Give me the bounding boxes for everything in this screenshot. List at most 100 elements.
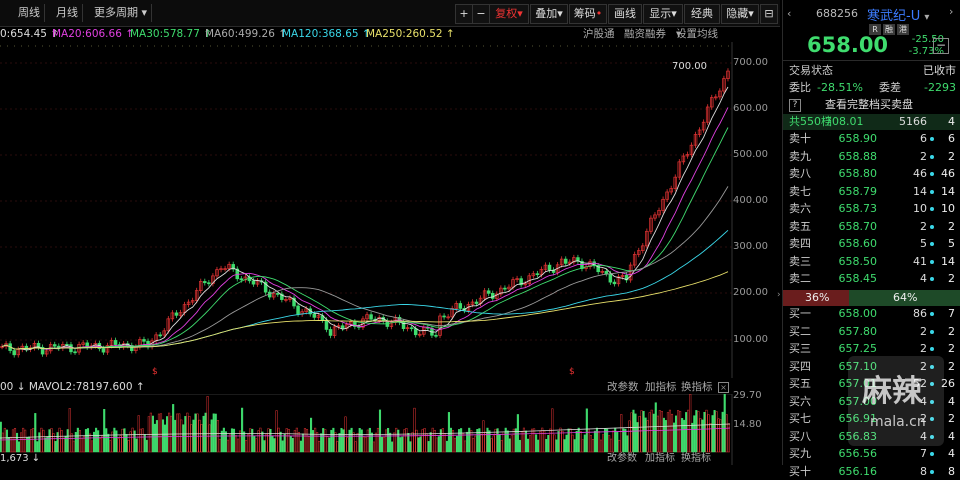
volume-bar xyxy=(48,429,51,453)
ma20-value: MA20:606.66 ↑ xyxy=(52,28,135,40)
sell-level-row[interactable]: 卖三 658.50 41 14 xyxy=(783,254,960,270)
sell-level-row[interactable]: 卖六 658.73 10 10 xyxy=(783,201,960,217)
hk-connect-link[interactable]: 沪股通 xyxy=(583,28,615,40)
volume-bar xyxy=(303,428,307,453)
buy-level-row[interactable]: 买一 658.00 86 7 xyxy=(783,306,960,322)
sell-level-row[interactable]: 卖九 658.88 2 2 xyxy=(783,149,960,165)
ind-edit-params[interactable]: 改参数 xyxy=(607,453,637,464)
candle-body xyxy=(714,96,718,99)
level-price: 657.01 xyxy=(838,377,878,390)
level-dot xyxy=(930,259,934,264)
volume-bar xyxy=(164,424,167,453)
volume-bar xyxy=(332,427,335,453)
volume-bar xyxy=(95,427,98,453)
layout-icon[interactable]: ⊟ xyxy=(760,4,778,24)
candle-body xyxy=(665,191,669,200)
overlay-button[interactable]: 叠加▾ xyxy=(530,4,568,24)
volume-bar xyxy=(78,430,81,453)
level-count: 14 xyxy=(941,184,955,198)
buy-level-row[interactable]: 买九 656.56 7 4 xyxy=(783,446,960,462)
level-count: 2 xyxy=(948,412,955,425)
buy-level-row[interactable]: 买二 657.80 2 2 xyxy=(783,324,960,340)
display-button[interactable]: 显示▾ xyxy=(643,4,683,24)
remove-watchlist-button[interactable]: − xyxy=(933,38,949,54)
volume-bar xyxy=(545,439,548,453)
vol-add-indicator[interactable]: 加指标 xyxy=(645,381,677,393)
volume-bar xyxy=(662,417,665,453)
chips-button[interactable]: 筹码• xyxy=(569,4,607,24)
zoom-in-button[interactable]: + xyxy=(455,4,473,24)
buy-level-row[interactable]: 买四 657.10 2 2 xyxy=(783,359,960,375)
price-axis-label: 500.00 xyxy=(733,149,768,160)
volume-bar xyxy=(103,409,106,453)
draw-line-button[interactable]: 画线 xyxy=(608,4,642,24)
ind-add-indicator[interactable]: 加指标 xyxy=(645,453,675,464)
candlestick-chart[interactable]: 700.00 $ $ xyxy=(0,42,780,378)
tab-monthly[interactable]: 月线 xyxy=(52,4,83,22)
candle-body xyxy=(531,273,536,277)
vol-edit-params[interactable]: 改参数 xyxy=(607,381,639,393)
full-book-link[interactable]: 查看完整档买卖盘 xyxy=(825,98,913,111)
volume-bar xyxy=(9,436,12,453)
volume-bar xyxy=(691,422,694,453)
buy-level-row[interactable]: 买七 656.91 2 2 xyxy=(783,411,960,427)
adjust-button[interactable]: 复权▾ xyxy=(489,4,529,24)
sell-level-row[interactable]: 卖十 658.90 6 6 xyxy=(783,131,960,147)
sell-level-row[interactable]: 卖八 658.80 46 46 xyxy=(783,166,960,182)
total-price: 708.01 xyxy=(825,115,864,128)
candle-body xyxy=(482,290,487,299)
volume-bar xyxy=(291,438,294,453)
sell-level-row[interactable]: 卖七 658.79 14 14 xyxy=(783,184,960,200)
prev-stock-icon[interactable]: ‹ xyxy=(787,7,792,20)
candle-body xyxy=(40,346,45,355)
volume-bar xyxy=(500,440,503,453)
margin-trading-link[interactable]: 融资融券 xyxy=(624,28,666,40)
total-levels-row: 共550档 708.01 5166 4 xyxy=(783,114,960,130)
volume-bar xyxy=(93,431,96,453)
ma-settings-link[interactable]: 设置均线 ▾ xyxy=(676,28,718,40)
volume-bar xyxy=(289,435,292,453)
candle-body xyxy=(495,293,499,299)
vol-change-indicator[interactable]: 换指标 xyxy=(681,381,713,393)
candle-body xyxy=(681,155,686,163)
candle-body xyxy=(539,268,544,276)
buy-level-row[interactable]: 买五 657.01 52 26 xyxy=(783,376,960,392)
sell-level-row[interactable]: 卖五 658.70 2 2 xyxy=(783,219,960,235)
candle-body xyxy=(673,176,677,189)
zoom-out-button[interactable]: − xyxy=(472,4,490,24)
full-book-row[interactable]: ? 查看完整档买卖盘 xyxy=(783,97,960,113)
candle-body xyxy=(251,280,256,285)
tab-more-periods[interactable]: 更多周期 ▾ xyxy=(90,4,153,22)
classic-button[interactable]: 经典 xyxy=(684,4,720,24)
price-axis-label: 100.00 xyxy=(733,334,768,345)
candle-body xyxy=(442,315,446,318)
stock-name[interactable]: 寒武纪-U ▾ xyxy=(867,5,929,24)
volume-bar xyxy=(91,440,94,453)
volume-bar xyxy=(531,428,534,453)
volume-bar xyxy=(76,427,79,453)
hide-button[interactable]: 隐藏▾ xyxy=(721,4,759,24)
buy-level-row[interactable]: 买三 657.25 2 2 xyxy=(783,341,960,357)
vol-axis-top: 29.70 xyxy=(733,390,762,401)
sell-level-row[interactable]: 卖四 658.60 5 5 xyxy=(783,236,960,252)
trade-status-row: 交易状态 已收市 xyxy=(783,63,960,79)
volume-bar xyxy=(591,439,594,453)
panel-scroll-handle[interactable]: › xyxy=(777,290,781,300)
buy-level-row[interactable]: 买八 656.83 4 4 xyxy=(783,429,960,445)
buy-level-row[interactable]: 买六 657.00 4 4 xyxy=(783,394,960,410)
volume-bar xyxy=(526,438,530,453)
sell-level-row[interactable]: 卖二 658.45 4 2 xyxy=(783,271,960,287)
level-price: 658.79 xyxy=(838,184,878,198)
volume-bar xyxy=(411,432,414,453)
close-icon[interactable]: × xyxy=(718,382,729,393)
volume-bar xyxy=(417,437,420,453)
stock-code: 688256 xyxy=(816,7,858,20)
buy-level-row[interactable]: 买十 656.16 8 8 xyxy=(783,464,960,480)
next-stock-icon[interactable]: › xyxy=(949,5,954,18)
volume-chart[interactable] xyxy=(0,393,780,465)
volume-bar xyxy=(194,413,197,453)
volume-bar xyxy=(131,427,134,453)
tab-weekly[interactable]: 周线 xyxy=(14,4,45,22)
ind-change-indicator[interactable]: 换指标 xyxy=(681,453,711,464)
